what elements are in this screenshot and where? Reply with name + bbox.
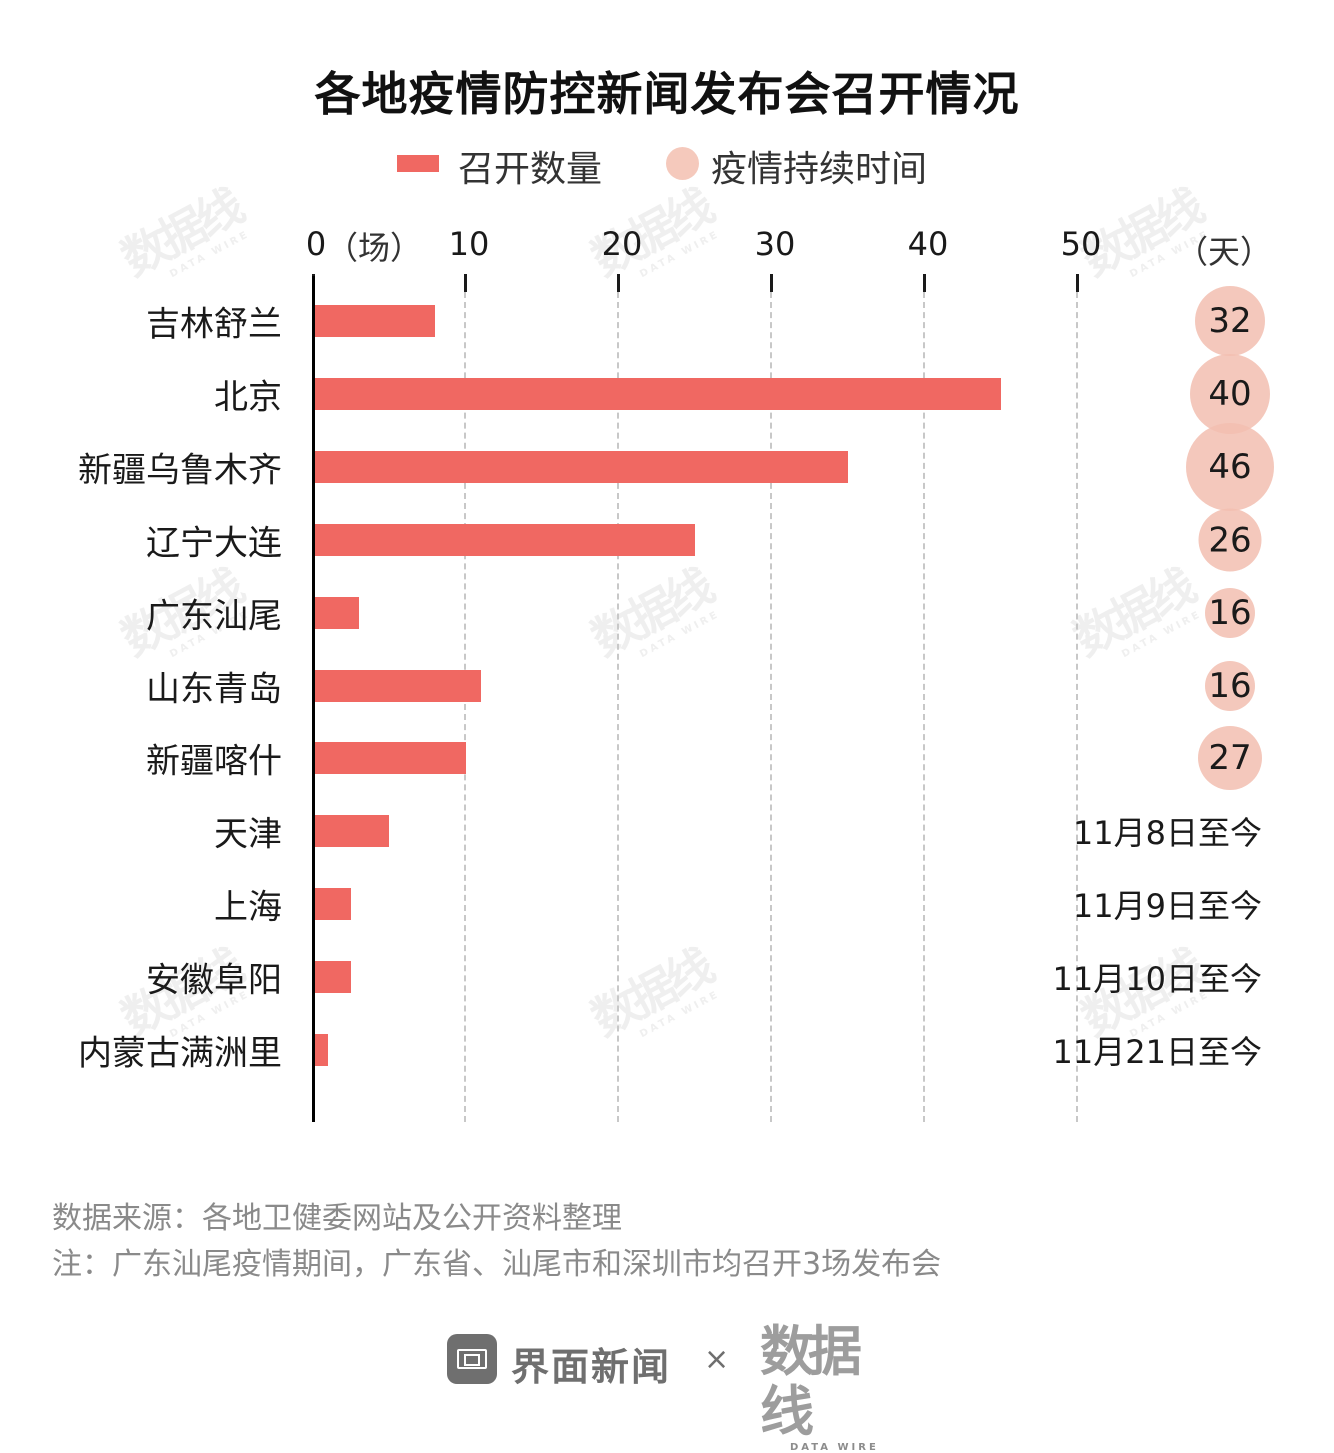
x-tick-label: 40	[907, 225, 949, 263]
bar-count	[315, 961, 351, 993]
brand-jiemian: 界面新闻	[511, 1345, 672, 1389]
x-tick-label: 30	[754, 225, 796, 263]
row-label: 安徽阜阳	[146, 960, 282, 1001]
row-label: 新疆喀什	[146, 741, 282, 782]
duration-since-label: 11月9日至今	[1072, 887, 1262, 925]
bar-count	[315, 451, 848, 483]
x-tick-label: 0	[305, 225, 327, 263]
row-label: 天津	[214, 814, 282, 855]
duration-bubble: 32	[1195, 286, 1265, 356]
row-label: 广东汕尾	[146, 596, 282, 637]
bar-count	[315, 524, 695, 556]
row-label: 吉林舒兰	[146, 304, 282, 345]
brand-separator: ×	[704, 1342, 730, 1377]
legend-bar-label: 召开数量	[458, 149, 603, 190]
gridline	[464, 292, 466, 1122]
bar-count	[315, 888, 351, 920]
duration-bubble: 26	[1198, 508, 1262, 572]
duration-bubble: 16	[1205, 661, 1255, 711]
gridline	[770, 292, 772, 1122]
duration-since-label: 11月10日至今	[1052, 960, 1262, 998]
gridline	[923, 292, 925, 1122]
duration-bubble: 27	[1198, 726, 1262, 790]
footer-brands: 界面新闻 × 数据线 DATA WIRE	[0, 1322, 1334, 1453]
legend-bar-swatch-icon	[397, 155, 439, 172]
bar-count	[315, 670, 481, 702]
row-label: 山东青岛	[146, 669, 282, 710]
gridline	[617, 292, 619, 1122]
x-tick-mark	[923, 274, 926, 292]
legend-dot-label: 疫情持续时间	[711, 149, 928, 190]
bar-count	[315, 742, 466, 774]
row-label: 北京	[214, 377, 282, 418]
watermark: 数据线 DATA WIRE	[582, 939, 722, 1047]
brand-datawire: 数据线	[760, 1320, 862, 1443]
x-tick-mark	[464, 274, 467, 292]
data-source-note: 数据来源：各地卫健委网站及公开资料整理	[52, 1201, 622, 1236]
row-label: 上海	[214, 887, 282, 928]
row-label: 辽宁大连	[146, 523, 282, 564]
right-axis-unit: （天）	[1176, 233, 1273, 271]
datawire-logo: 数据线 DATA WIRE	[760, 1322, 890, 1453]
duration-since-label: 11月8日至今	[1072, 814, 1262, 852]
x-tick-label: 10	[448, 225, 490, 263]
x-axis-unit: （场）	[326, 229, 423, 267]
y-axis-line	[312, 276, 315, 1122]
row-label: 内蒙古满洲里	[78, 1033, 282, 1074]
chart-title: 各地疫情防控新闻发布会召开情况	[314, 67, 1020, 121]
chart-notes: 数据来源：各地卫健委网站及公开资料整理 注：广东汕尾疫情期间，广东省、汕尾市和深…	[52, 1196, 941, 1288]
watermark: 数据线 DATA WIRE	[582, 559, 722, 667]
duration-bubble: 40	[1190, 354, 1270, 434]
bar-count	[315, 305, 435, 337]
bar-count	[315, 597, 359, 629]
brand-datawire-sub: DATA WIRE	[790, 1442, 879, 1453]
x-tick-label: 50	[1060, 225, 1102, 263]
gridline	[1076, 292, 1078, 1122]
bar-count	[315, 815, 389, 847]
duration-bubble: 46	[1186, 423, 1274, 511]
duration-since-label: 11月21日至今	[1052, 1033, 1262, 1071]
row-label: 新疆乌鲁木齐	[78, 450, 282, 491]
footnote: 注：广东汕尾疫情期间，广东省、汕尾市和深圳市均召开3场发布会	[52, 1247, 942, 1282]
bar-count	[315, 1034, 328, 1066]
legend-dot-swatch-icon	[666, 147, 699, 180]
x-tick-mark	[770, 274, 773, 292]
jiemian-logo-icon	[447, 1334, 497, 1384]
x-tick-mark	[617, 274, 620, 292]
duration-bubble: 16	[1205, 588, 1255, 638]
bar-count	[315, 378, 1001, 410]
legend: 召开数量 疫情持续时间	[0, 138, 1334, 190]
x-tick-label: 20	[601, 225, 643, 263]
x-tick-mark	[1076, 274, 1079, 292]
